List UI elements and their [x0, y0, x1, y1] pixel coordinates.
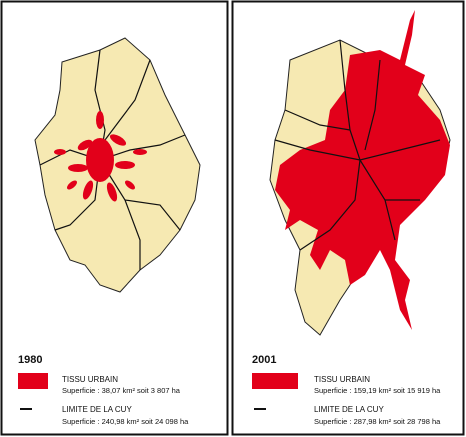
legend-swatch [18, 373, 48, 389]
legend-label: TISSU URBAIN [62, 375, 118, 384]
legend-detail: Superficie : 287,98 km² soit 28 798 ha [314, 417, 441, 426]
urban-area [275, 10, 450, 330]
map-2001 [269, 10, 451, 336]
legend-detail: Superficie : 240,98 km² soit 24 098 ha [62, 417, 189, 426]
legend-swatch [252, 373, 298, 389]
year: 2001 [252, 354, 276, 366]
legend-detail: Superficie : 38,07 km² soit 3 807 ha [62, 386, 181, 395]
urban-area [54, 111, 147, 202]
legend-label: TISSU URBAIN [314, 375, 370, 384]
year: 1980 [18, 354, 42, 366]
map-1980 [34, 37, 201, 293]
legend-label: LIMITE DE LA CUY [62, 405, 132, 414]
legend-label: LIMITE DE LA CUY [314, 405, 384, 414]
legend-detail: Superficie : 159,19 km² soit 15 919 ha [314, 386, 441, 395]
